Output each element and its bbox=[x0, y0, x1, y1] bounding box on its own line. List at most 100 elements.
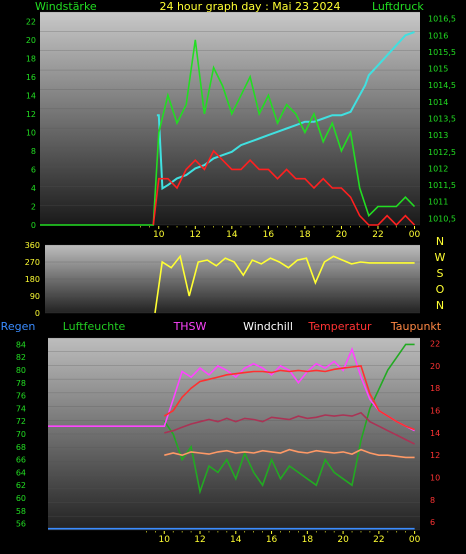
y-tick-label: 1012 bbox=[428, 164, 448, 173]
y-tick-label: 18 bbox=[430, 384, 440, 393]
legend-item-regen: Regen bbox=[1, 320, 36, 333]
x-tick-label: 12 bbox=[190, 230, 201, 240]
x-tick-label: 14 bbox=[226, 230, 238, 240]
y-tick-label: 68 bbox=[16, 443, 26, 452]
y-tick-label: 0 bbox=[31, 221, 36, 230]
y-tick-label: 12 bbox=[430, 451, 440, 460]
y-tick-label: 16 bbox=[26, 73, 36, 82]
graph-title: 24 hour graph day : Mai 23 2024 bbox=[159, 0, 340, 13]
y-tick-label: 1014,5 bbox=[428, 81, 456, 90]
series-windb-e bbox=[40, 39, 416, 226]
x-tick-label: 16 bbox=[263, 230, 275, 240]
y-tick-label: 58 bbox=[16, 507, 26, 516]
y-tick-label: 360 bbox=[25, 241, 40, 250]
y-tick-label: 14 bbox=[26, 91, 36, 100]
y-tick-label: 76 bbox=[16, 392, 26, 401]
x-tick-label: 18 bbox=[299, 230, 311, 240]
y-tick-label: 60 bbox=[16, 494, 26, 503]
y-tick-label: 70 bbox=[16, 430, 26, 439]
compass-label: N bbox=[436, 299, 444, 312]
y-tick-label: 64 bbox=[16, 468, 26, 477]
y-tick-label: 84 bbox=[16, 340, 26, 349]
legend-item-windchill: Windchill bbox=[243, 320, 293, 333]
series-thsw bbox=[48, 346, 415, 432]
y-tick-label: 1015,5 bbox=[428, 48, 456, 57]
y-tick-label: 74 bbox=[16, 404, 26, 413]
y-tick-label: 80 bbox=[16, 366, 26, 375]
y-tick-label: 20 bbox=[26, 36, 36, 45]
y-tick-label: 56 bbox=[16, 520, 26, 529]
y-tick-label: 22 bbox=[26, 17, 36, 26]
x-tick-label: 20 bbox=[337, 535, 349, 545]
temp-x-ticks: 10 12 14 16 18 20 22 00 bbox=[146, 531, 421, 545]
legend-item-luftfeuchte: Luftfeuchte bbox=[63, 320, 126, 333]
y-tick-label: 6 bbox=[31, 165, 36, 174]
legend-item-thsw: THSW bbox=[173, 320, 207, 333]
x-tick-label: 12 bbox=[194, 535, 205, 545]
wind-left-ticks: 0 2 4 6 8 10 12 14 16 18 20 22 bbox=[26, 17, 36, 230]
y-tick-label: 20 bbox=[430, 362, 440, 371]
y-tick-label: 1010,5 bbox=[428, 214, 456, 223]
x-tick-label: 10 bbox=[159, 535, 171, 545]
y-tick-label: 180 bbox=[25, 275, 40, 284]
compass-label: W bbox=[435, 251, 446, 264]
pressure-axis-title: Luftdruck bbox=[372, 0, 424, 13]
y-tick-label: 1013,5 bbox=[428, 115, 456, 124]
legend-row: Regen Luftfeuchte THSW Windchill Temperatur T… bbox=[1, 320, 442, 333]
x-tick-label: 22 bbox=[372, 230, 383, 240]
series-luftdruck bbox=[156, 31, 415, 191]
wind-plot-area bbox=[40, 12, 420, 225]
series-windgeschwindigkeit bbox=[152, 149, 416, 227]
y-tick-label: 14 bbox=[430, 429, 440, 438]
series-temperatur bbox=[163, 365, 415, 431]
x-tick-label: 00 bbox=[409, 230, 421, 240]
humidity-left-ticks: 56 58 60 62 64 66 68 70 72 74 76 78 80 82 84 bbox=[16, 340, 26, 528]
wind-series bbox=[40, 31, 416, 227]
x-tick-label: 16 bbox=[266, 535, 278, 545]
x-tick-label: 00 bbox=[409, 535, 421, 545]
y-tick-label: 12 bbox=[26, 110, 36, 119]
y-tick-label: 270 bbox=[25, 258, 40, 267]
x-tick-label: 20 bbox=[336, 230, 348, 240]
y-tick-label: 1011,5 bbox=[428, 181, 456, 190]
pressure-right-ticks: 1010,5 1011 1011,5 1012 1012,5 1013 1013,5 1014… bbox=[428, 15, 456, 224]
series-taupunkt bbox=[164, 448, 415, 459]
y-tick-label: 10 bbox=[430, 474, 440, 483]
y-tick-label: 16 bbox=[430, 407, 440, 416]
x-tick-label: 22 bbox=[373, 535, 384, 545]
compass-label: S bbox=[437, 267, 444, 280]
series-windrichtung bbox=[154, 254, 415, 314]
y-tick-label: 4 bbox=[31, 184, 36, 193]
y-tick-label: 62 bbox=[16, 481, 26, 490]
direction-grid bbox=[45, 244, 420, 314]
legend-item-taupunkt: Taupunkt bbox=[390, 320, 442, 333]
y-tick-label: 90 bbox=[30, 292, 40, 301]
y-tick-label: 18 bbox=[26, 54, 36, 63]
y-tick-label: 0 bbox=[35, 309, 40, 318]
temp-series bbox=[48, 343, 415, 530]
y-tick-label: 8 bbox=[430, 496, 435, 505]
direction-series bbox=[154, 254, 415, 314]
y-tick-label: 6 bbox=[430, 518, 435, 527]
series-windchill bbox=[164, 411, 415, 445]
y-tick-label: 8 bbox=[31, 147, 36, 156]
y-tick-label: 78 bbox=[16, 379, 26, 388]
x-tick-label: 18 bbox=[302, 535, 314, 545]
y-tick-label: 1016,5 bbox=[428, 15, 456, 24]
x-tick-label: 14 bbox=[230, 535, 242, 545]
y-tick-label: 1011 bbox=[428, 198, 448, 207]
compass-label: N bbox=[436, 235, 444, 248]
y-tick-label: 1013 bbox=[428, 131, 448, 140]
legend-item-temperatur: Temperatur bbox=[307, 320, 372, 333]
temperature-right-ticks: 6 8 10 12 14 16 18 20 22 bbox=[430, 340, 440, 528]
wind-axis-title: Windstärke bbox=[35, 0, 97, 13]
x-tick-label: 10 bbox=[153, 230, 165, 240]
y-tick-label: 66 bbox=[16, 456, 26, 465]
y-tick-label: 1016 bbox=[428, 31, 448, 40]
y-tick-label: 2 bbox=[31, 202, 36, 211]
